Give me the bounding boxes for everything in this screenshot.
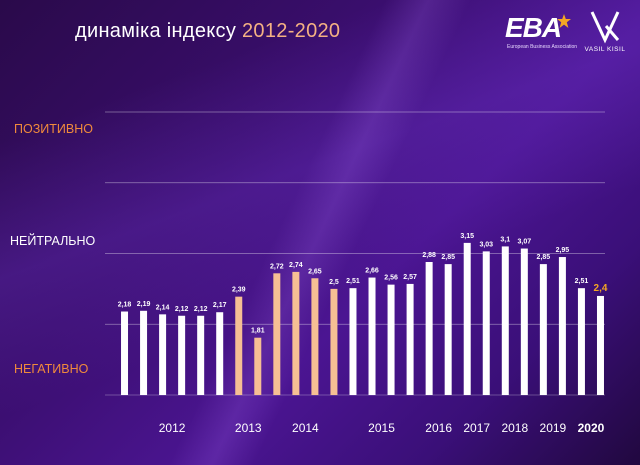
bar: [235, 296, 243, 395]
bar: [121, 311, 129, 395]
year-tick-label: 2014: [292, 421, 319, 435]
bar: [558, 257, 566, 395]
bar-value-label: 2,39: [232, 287, 246, 294]
bar-value-label: 1,81: [251, 328, 265, 335]
bar: [368, 277, 376, 395]
bar: [444, 264, 452, 395]
bar: [159, 314, 167, 395]
label-negative: НЕГАТИВНО: [14, 362, 89, 376]
year-tick-label: 2012: [159, 421, 186, 435]
bar: [406, 283, 414, 395]
bar-value-label: 2,18: [118, 302, 132, 309]
bar-value-label: 3,03: [479, 241, 493, 248]
bar: [349, 288, 357, 395]
bar-value-label: 2,19: [137, 301, 151, 308]
year-tick-label: 2020: [578, 421, 605, 435]
bar-value-label: 2,57: [403, 274, 417, 281]
bar-value-label: 2,56: [384, 275, 398, 282]
bar-value-label: 2,12: [175, 306, 189, 313]
bar-value-label: 2,72: [270, 263, 284, 270]
year-tick-label: 2017: [463, 421, 490, 435]
bar: [273, 273, 281, 395]
bar: [330, 288, 338, 395]
bar-value-label: 3,15: [460, 233, 474, 240]
bar-value-label: 2,65: [308, 268, 322, 275]
bar: [292, 271, 300, 395]
title-years: 2012-2020: [242, 20, 341, 42]
bar-value-label: 2,4: [594, 283, 608, 294]
bar-value-label: 2,14: [156, 304, 170, 311]
label-positive: ПОЗИТИВНО: [14, 122, 93, 136]
bar: [178, 315, 186, 395]
bar-value-label: 2,51: [575, 278, 589, 285]
bar: [520, 248, 528, 395]
eba-logo-mark: EBA: [505, 12, 562, 43]
eba-logo-caption: European Business Association: [507, 44, 578, 50]
star-icon: [557, 14, 571, 28]
bar-value-label: 2,88: [422, 252, 436, 259]
label-neutral: НЕЙТРАЛЬНО: [10, 234, 96, 248]
bar: [387, 284, 395, 395]
year-tick-label: 2016: [425, 421, 452, 435]
bar-value-label: 2,66: [365, 268, 379, 275]
bar: [425, 261, 433, 395]
vk-logo-caption: VASIL KISIL: [584, 46, 626, 53]
bar-value-label: 2,85: [537, 254, 551, 261]
bar: [539, 264, 547, 395]
bar-value-label: 3,07: [518, 239, 532, 246]
year-tick-label: 2018: [501, 421, 528, 435]
bar: [197, 315, 205, 395]
vk-monogram-icon: [590, 11, 620, 44]
bar: [254, 337, 262, 395]
bar-value-label: 2,95: [556, 247, 570, 254]
bar-value-label: 2,17: [213, 302, 227, 309]
year-tick-label: 2015: [368, 421, 395, 435]
page-title: динаміка індексу 2012-2020: [75, 20, 340, 43]
bar-value-label: 2,85: [441, 254, 455, 261]
eba-logo: EBA European Business Association: [505, 12, 578, 54]
vasil-kisil-logo: VASIL KISIL: [580, 10, 630, 56]
bar: [482, 251, 490, 395]
bar-value-label: 2,12: [194, 306, 208, 313]
bar-value-label: 3,1: [500, 236, 510, 243]
bar: [577, 288, 585, 395]
bar: [311, 278, 319, 395]
bar-value-label: 2,5: [329, 279, 339, 286]
bar: [463, 242, 471, 395]
title-prefix: динаміка індексу: [75, 20, 237, 42]
bar-value-label: 2,51: [346, 278, 360, 285]
year-tick-label: 2019: [540, 421, 567, 435]
bar: [596, 295, 604, 395]
year-tick-label: 2013: [235, 421, 262, 435]
bar: [216, 312, 224, 395]
bar: [140, 310, 148, 395]
bar: [501, 246, 509, 395]
bar-value-label: 2,74: [289, 262, 303, 269]
